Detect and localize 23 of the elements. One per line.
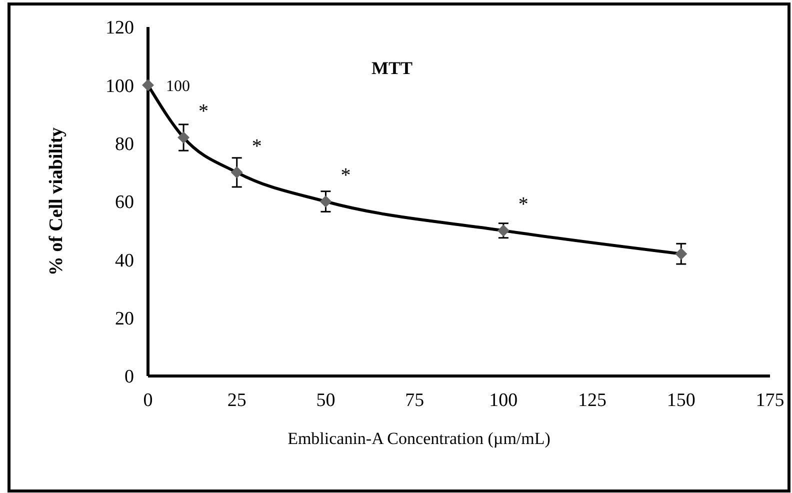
x-tick-label: 75 [405, 390, 424, 411]
x-tick-label: 150 [666, 390, 696, 411]
annotation: * [252, 135, 262, 158]
x-tick-label: 125 [578, 390, 607, 411]
y-tick-label: 0 [124, 366, 134, 388]
x-axis-title: Emblicanin-A Concentration (µm/mL) [288, 429, 550, 448]
annotation: * [198, 100, 209, 123]
y-tick-label: 60 [115, 192, 134, 214]
y-axis-title: % of Cell viability [46, 126, 67, 276]
x-tick-label: 100 [489, 390, 518, 411]
y-tick-label: 100 [106, 76, 134, 97]
x-tick-label: 50 [316, 390, 336, 411]
data-label: 100 [166, 78, 190, 96]
x-tick-label: 25 [227, 390, 246, 411]
text: MTT [371, 58, 413, 78]
x-tick-label: 0 [143, 390, 153, 411]
y-tick-label: 80 [115, 134, 134, 155]
y-tick-label: 120 [106, 18, 134, 39]
x-tick-label: 175 [756, 390, 784, 411]
annotation: * [340, 164, 351, 186]
annotation: * [518, 194, 528, 216]
y-tick-label: 40 [115, 250, 134, 272]
y-tick-label: 20 [115, 308, 134, 330]
